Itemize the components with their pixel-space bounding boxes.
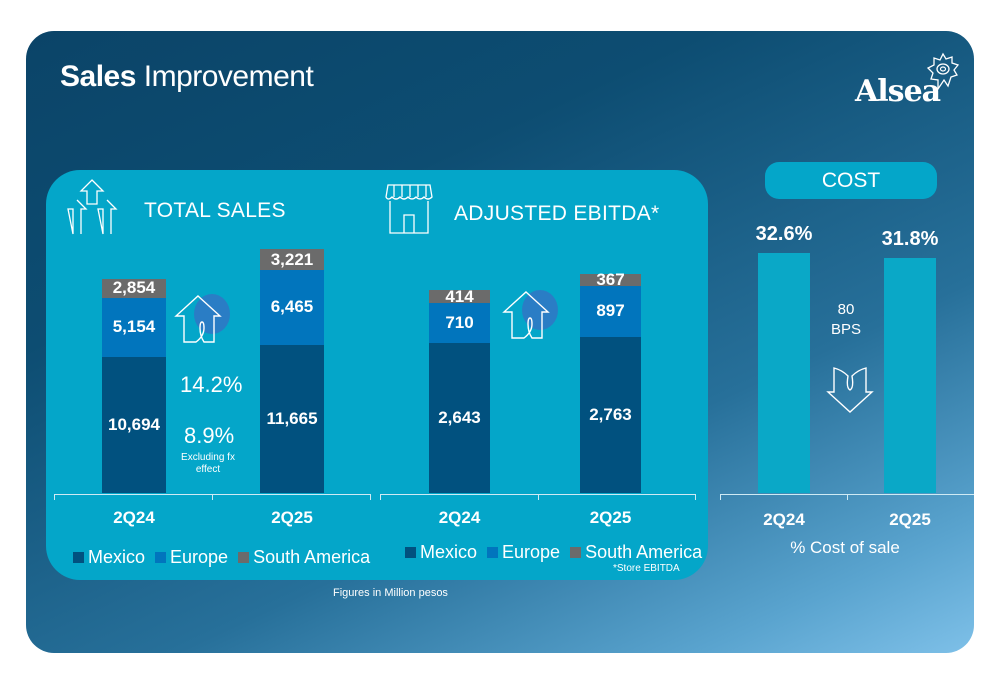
cost-change-unit: BPS	[830, 321, 861, 338]
cost-title: COST	[765, 162, 937, 199]
legend-item-mexico: Mexico	[405, 542, 477, 563]
figures-note: Figures in Million pesos	[333, 587, 448, 599]
bar-segment-mexico: 2,763	[580, 336, 641, 493]
bar-segment-south-america: 3,221	[260, 249, 324, 271]
legend-swatch-south-america	[238, 552, 250, 563]
axis-tick	[54, 494, 55, 500]
data-label: 5,154	[112, 317, 156, 337]
cost-value-label: 31.8%	[881, 228, 939, 250]
legend-swatch-mexico	[405, 547, 416, 558]
bar-segment-mexico: 2,643	[429, 343, 490, 493]
arrows-up-icon	[67, 179, 118, 235]
category-label: 2Q25	[889, 510, 931, 529]
total-sales-title: TOTAL SALES	[144, 199, 286, 222]
data-label: 414	[445, 286, 474, 306]
title-light: Improvement	[143, 60, 314, 93]
legend-label: Mexico	[420, 542, 478, 562]
ebitda-footnote: *Store EBITDA	[613, 563, 680, 574]
axis-tick	[720, 494, 721, 500]
growth-house-icon	[174, 294, 230, 343]
category-label: 2Q25	[271, 508, 313, 527]
bar-segment-europe: 710	[429, 303, 490, 344]
data-label: 6,465	[270, 297, 314, 317]
cost-change: 80 BPS	[818, 300, 874, 340]
category-label: 2Q25	[589, 508, 632, 527]
data-label: 2,854	[112, 278, 156, 298]
sales-growth-value: 14.2%	[180, 372, 243, 397]
page-title: Sales Improvement	[60, 60, 314, 94]
category-label: 2Q24	[763, 510, 805, 529]
legend-swatch-europe	[487, 547, 499, 558]
data-label: 3,221	[270, 249, 314, 269]
ebitda-legend: Mexico Europe South America	[405, 542, 702, 563]
legend-item-europe: Europe	[155, 547, 228, 568]
axis-tick	[537, 494, 539, 500]
data-label: 11,665	[266, 408, 318, 428]
category-label: 2Q24	[438, 508, 481, 527]
sales-growth-ex-fx-value: 8.9%	[184, 423, 235, 448]
legend-item-europe: Europe	[487, 542, 560, 563]
bar-segment-europe: 5,154	[102, 297, 166, 357]
axis-tick	[847, 494, 848, 500]
data-label: 2,763	[589, 404, 632, 424]
legend-label: South America	[585, 542, 703, 562]
bar-segment-europe: 6,465	[260, 270, 324, 345]
legend-label: South America	[253, 547, 371, 567]
axis-tick	[695, 494, 696, 500]
legend-label: Europe	[170, 547, 229, 567]
axis-tick	[380, 494, 381, 500]
sun-badge-icon	[926, 52, 960, 92]
legend-label: Europe	[502, 542, 561, 562]
storefront-icon	[385, 184, 433, 234]
bar-segment-mexico: 10,694	[102, 356, 166, 493]
legend-item-south-america: South America	[570, 542, 702, 563]
alsea-logo: Alsea	[855, 74, 941, 109]
bar-segment-mexico: 11,665	[260, 344, 324, 493]
sales-legend: Mexico Europe South America	[73, 547, 370, 568]
cost-change-value: 80	[837, 301, 855, 318]
bar-segment-south-america: 414	[429, 287, 490, 306]
cost-caption: % Cost of sale	[790, 538, 900, 557]
data-label: 897	[596, 301, 625, 321]
data-label: 710	[445, 313, 474, 333]
cost-value-label: 32.6%	[755, 223, 813, 245]
bar-segment-south-america: 367	[580, 270, 641, 289]
bar-segment-europe: 897	[580, 285, 641, 337]
cost-bar	[884, 258, 936, 493]
data-label: 10,694	[108, 414, 160, 434]
decrease-arrow-icon	[826, 367, 874, 413]
legend-swatch-south-america	[570, 547, 582, 558]
bar-segment-south-america: 2,854	[102, 278, 166, 298]
data-label: 2,643	[438, 408, 481, 428]
growth-house-icon	[502, 290, 558, 339]
data-label: 367	[596, 269, 625, 289]
cost-bar	[758, 253, 810, 493]
category-label: 2Q24	[113, 508, 155, 527]
legend-swatch-mexico	[73, 552, 84, 563]
axis-tick	[212, 494, 213, 500]
ex-fx-note-line2: effect	[195, 464, 221, 475]
ebitda-title: ADJUSTED EBITDA*	[454, 202, 660, 225]
title-bold: Sales	[60, 60, 136, 93]
axis-tick	[370, 494, 371, 500]
ex-fx-note: Excluding fx effect	[170, 452, 246, 476]
legend-item-south-america: South America	[238, 547, 370, 568]
ex-fx-note-line1: Excluding fx	[181, 452, 235, 463]
legend-swatch-europe	[155, 552, 167, 563]
legend-item-mexico: Mexico	[73, 547, 145, 568]
legend-label: Mexico	[88, 547, 146, 567]
